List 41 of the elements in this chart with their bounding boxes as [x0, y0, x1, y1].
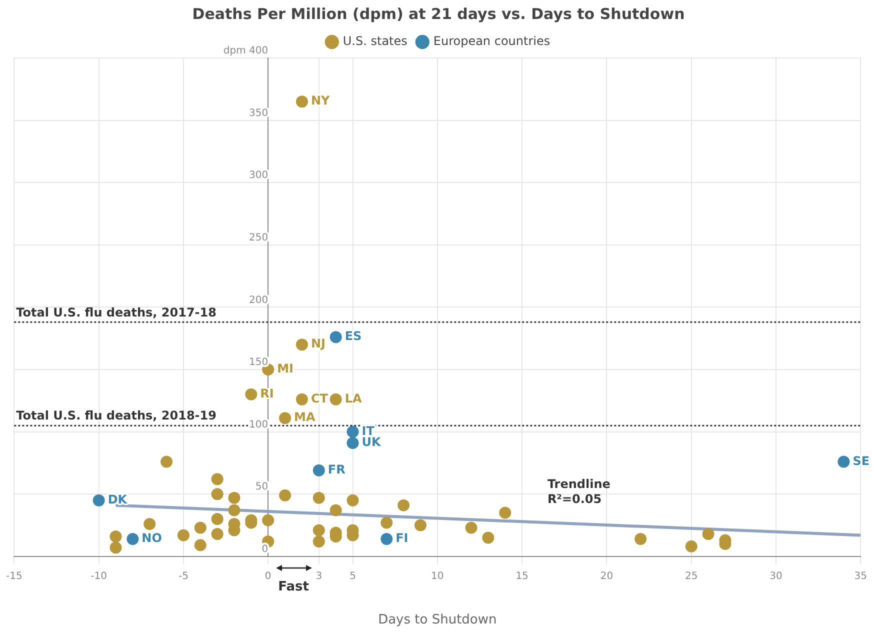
annotation: LA — [344, 392, 362, 406]
x-tick-label: 10 — [431, 570, 444, 582]
annotation: NO — [142, 531, 162, 546]
y-tick-label: 300 — [249, 170, 268, 182]
annotation: FI — [396, 531, 408, 546]
y-tick-label: 200 — [249, 294, 268, 306]
x-tick-label: -15 — [6, 570, 22, 582]
y-tick-label: 0 — [262, 544, 268, 555]
annotation: MA — [294, 410, 316, 424]
annotation: SE — [852, 454, 870, 468]
x-tick-label: 35 — [854, 570, 868, 582]
chart-title: Deaths Per Million (dpm) at 21 days vs. Days to Shutdown — [192, 4, 685, 23]
legend-label: U.S. states — [342, 34, 408, 48]
x-tick-label: 20 — [600, 570, 614, 582]
x-tick-label: 15 — [516, 570, 528, 582]
annotation: Trendline R²=0.05 — [547, 476, 610, 506]
annotation: NY — [310, 94, 330, 108]
annotation: DK — [108, 492, 128, 506]
annotation: ES — [344, 329, 362, 344]
x-tick-label: 25 — [684, 570, 698, 582]
x-axis-title: Days to Shutdown — [378, 612, 497, 628]
y-tick-label: 250 — [249, 232, 268, 244]
x-tick-label: 30 — [770, 570, 782, 582]
annotation: IT — [362, 424, 376, 438]
ref-line-label: Total U.S. flu deaths, 2018-19 — [16, 408, 216, 423]
y-tick-label: 350 — [249, 108, 268, 119]
y-tick-label: 150 — [249, 357, 268, 368]
y-tick-label: 50 — [255, 482, 268, 493]
x-tick-label: -10 — [90, 570, 107, 582]
legend-label: European countries — [433, 34, 550, 48]
annotation: UK — [362, 435, 382, 450]
x-tick-label: 3 — [316, 570, 322, 582]
annotation: CT — [310, 392, 329, 406]
annotation: MI — [277, 362, 294, 376]
text: Fast — [278, 579, 309, 594]
annotation: NJ — [310, 336, 326, 351]
ref-line-label: Total U.S. flu deaths, 2017-18 — [16, 305, 216, 320]
x-tick-label: 5 — [350, 570, 356, 582]
annotation: FR — [328, 462, 346, 477]
y-tick-label: dpm 400 — [223, 46, 268, 57]
x-tick-label: -5 — [178, 570, 188, 582]
